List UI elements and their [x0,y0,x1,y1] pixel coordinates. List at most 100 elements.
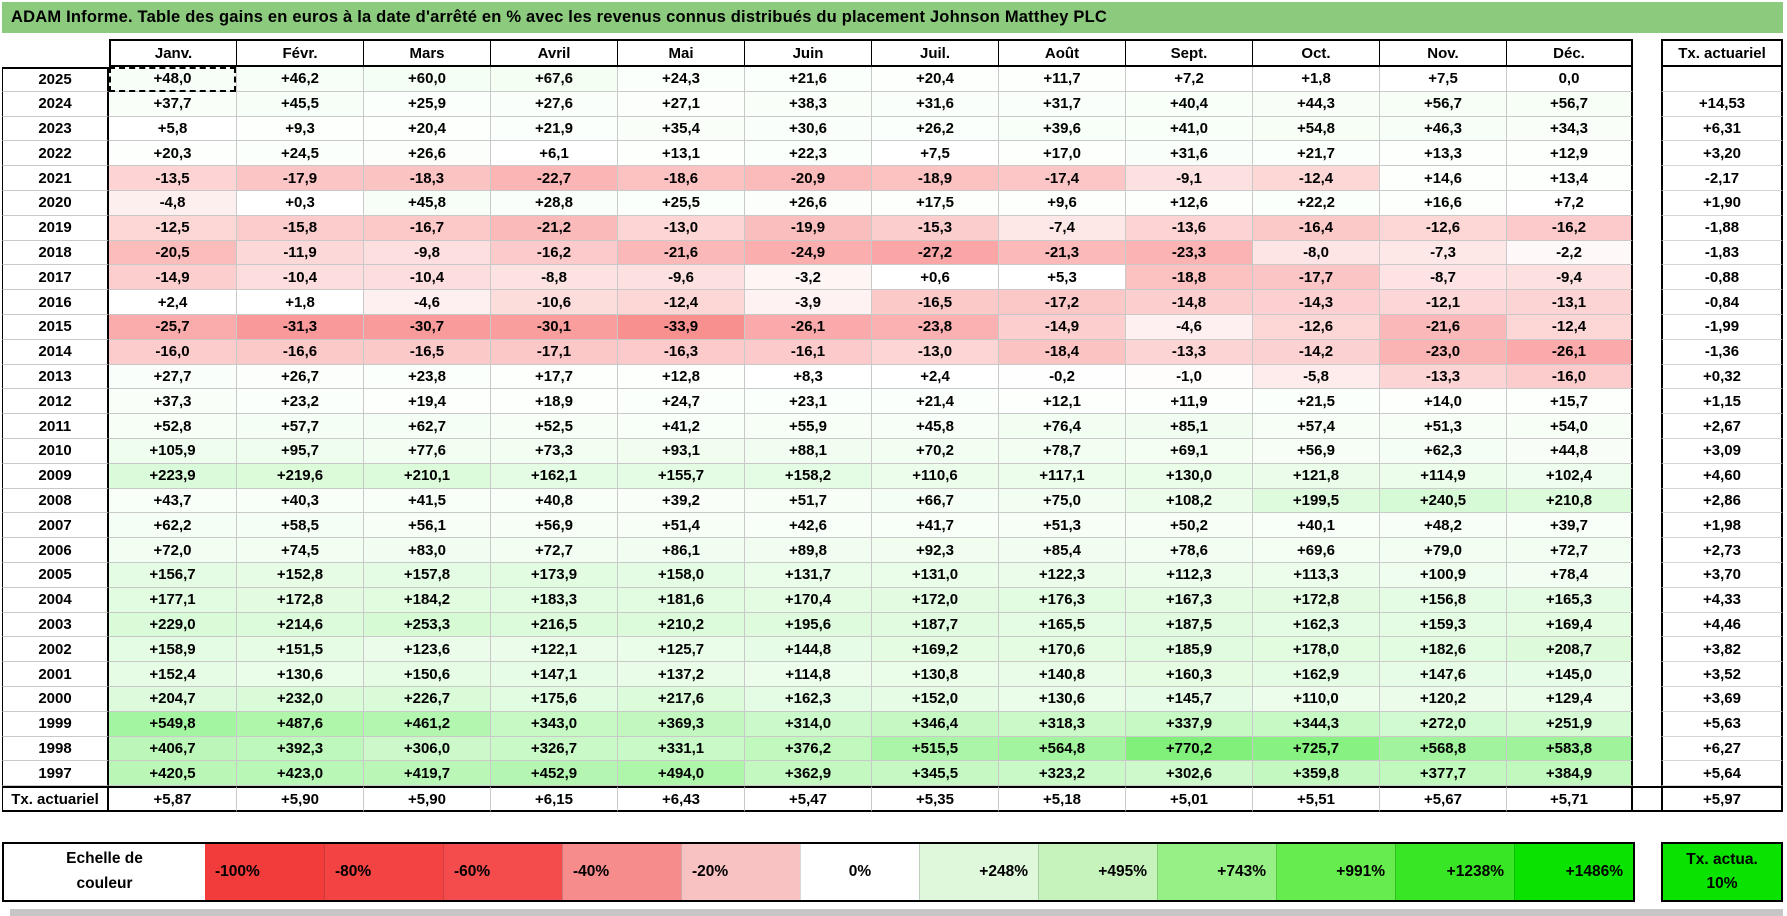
value-cell-2006-4[interactable]: +72,7 [490,538,617,563]
value-cell-2022-11[interactable]: +13,3 [1379,141,1506,167]
value-cell-2010-7[interactable]: +70,2 [871,438,998,464]
value-cell-2007-5[interactable]: +51,4 [617,513,744,539]
footer-value-5[interactable]: +6,43 [617,786,744,813]
value-cell-2011-10[interactable]: +57,4 [1252,414,1379,439]
value-cell-2016-10[interactable]: -14,3 [1252,290,1379,315]
value-cell-1997-5[interactable]: +494,0 [617,761,744,787]
value-cell-2018-1[interactable]: -20,5 [109,240,236,266]
value-cell-2014-11[interactable]: -23,0 [1379,339,1506,365]
value-cell-2001-11[interactable]: +147,6 [1379,662,1506,687]
value-cell-2002-5[interactable]: +125,7 [617,637,744,663]
value-cell-2002-3[interactable]: +123,6 [363,637,490,663]
value-cell-2015-9[interactable]: -4,6 [1125,314,1252,340]
column-header-dc[interactable]: Déc. [1506,39,1633,67]
value-cell-2022-10[interactable]: +21,7 [1252,141,1379,167]
value-cell-2024-6[interactable]: +38,3 [744,91,871,117]
value-cell-2008-12[interactable]: +210,8 [1506,488,1633,514]
value-cell-2021-7[interactable]: -18,9 [871,166,998,191]
tx-value-2015[interactable]: -1,99 [1661,314,1783,340]
value-cell-2020-1[interactable]: -4,8 [109,190,236,216]
row-header-1998[interactable]: 1998 [2,736,109,762]
value-cell-2013-12[interactable]: -16,0 [1506,364,1633,390]
value-cell-2016-2[interactable]: +1,8 [236,290,363,315]
value-cell-2021-12[interactable]: +13,4 [1506,166,1633,191]
value-cell-2024-4[interactable]: +27,6 [490,91,617,117]
value-cell-1998-8[interactable]: +564,8 [998,736,1125,762]
value-cell-2023-4[interactable]: +21,9 [490,116,617,142]
value-cell-2007-4[interactable]: +56,9 [490,513,617,539]
row-header-1997[interactable]: 1997 [2,761,109,787]
value-cell-2017-12[interactable]: -9,4 [1506,265,1633,291]
value-cell-2000-2[interactable]: +232,0 [236,686,363,712]
value-cell-2005-1[interactable]: +156,7 [109,562,236,588]
value-cell-2018-10[interactable]: -8,0 [1252,240,1379,266]
value-cell-2015-6[interactable]: -26,1 [744,314,871,340]
column-header-sept[interactable]: Sept. [1125,39,1252,67]
tx-value-2024[interactable]: +14,53 [1661,91,1783,117]
value-cell-1999-6[interactable]: +314,0 [744,711,871,737]
value-cell-2005-2[interactable]: +152,8 [236,562,363,588]
value-cell-2019-1[interactable]: -12,5 [109,215,236,241]
value-cell-2019-4[interactable]: -21,2 [490,215,617,241]
value-cell-1998-1[interactable]: +406,7 [109,736,236,762]
value-cell-2009-12[interactable]: +102,4 [1506,463,1633,489]
row-header-2011[interactable]: 2011 [2,414,109,439]
value-cell-2004-1[interactable]: +177,1 [109,587,236,613]
value-cell-2018-3[interactable]: -9,8 [363,240,490,266]
column-header-nov[interactable]: Nov. [1379,39,1506,67]
value-cell-2019-11[interactable]: -12,6 [1379,215,1506,241]
value-cell-2008-6[interactable]: +51,7 [744,488,871,514]
value-cell-1999-3[interactable]: +461,2 [363,711,490,737]
footer-value-9[interactable]: +5,01 [1125,786,1252,813]
value-cell-2000-5[interactable]: +217,6 [617,686,744,712]
tx-value-2008[interactable]: +2,86 [1661,488,1783,514]
row-header-2004[interactable]: 2004 [2,587,109,613]
value-cell-2002-2[interactable]: +151,5 [236,637,363,663]
value-cell-2025-7[interactable]: +20,4 [871,67,998,92]
value-cell-2008-7[interactable]: +66,7 [871,488,998,514]
row-header-1999[interactable]: 1999 [2,711,109,737]
value-cell-2016-3[interactable]: -4,6 [363,290,490,315]
value-cell-1999-1[interactable]: +549,8 [109,711,236,737]
value-cell-2003-10[interactable]: +162,3 [1252,612,1379,638]
tx-value-2010[interactable]: +3,09 [1661,438,1783,464]
value-cell-1998-5[interactable]: +331,1 [617,736,744,762]
value-cell-2007-11[interactable]: +48,2 [1379,513,1506,539]
value-cell-2012-8[interactable]: +12,1 [998,389,1125,415]
value-cell-2007-2[interactable]: +58,5 [236,513,363,539]
tx-value-2016[interactable]: -0,84 [1661,290,1783,315]
value-cell-2012-5[interactable]: +24,7 [617,389,744,415]
value-cell-2004-6[interactable]: +170,4 [744,587,871,613]
value-cell-2012-7[interactable]: +21,4 [871,389,998,415]
value-cell-1997-8[interactable]: +323,2 [998,761,1125,787]
value-cell-1998-11[interactable]: +568,8 [1379,736,1506,762]
value-cell-2010-2[interactable]: +95,7 [236,438,363,464]
value-cell-2016-11[interactable]: -12,1 [1379,290,1506,315]
value-cell-2001-4[interactable]: +147,1 [490,662,617,687]
value-cell-2023-10[interactable]: +54,8 [1252,116,1379,142]
value-cell-2020-8[interactable]: +9,6 [998,190,1125,216]
row-header-2001[interactable]: 2001 [2,662,109,687]
value-cell-2001-5[interactable]: +137,2 [617,662,744,687]
value-cell-2008-4[interactable]: +40,8 [490,488,617,514]
value-cell-2013-9[interactable]: -1,0 [1125,364,1252,390]
value-cell-2004-5[interactable]: +181,6 [617,587,744,613]
value-cell-1997-6[interactable]: +362,9 [744,761,871,787]
value-cell-2001-9[interactable]: +160,3 [1125,662,1252,687]
value-cell-2022-1[interactable]: +20,3 [109,141,236,167]
value-cell-1998-7[interactable]: +515,5 [871,736,998,762]
value-cell-2019-5[interactable]: -13,0 [617,215,744,241]
footer-value-7[interactable]: +5,35 [871,786,998,813]
value-cell-2022-7[interactable]: +7,5 [871,141,998,167]
value-cell-2023-7[interactable]: +26,2 [871,116,998,142]
value-cell-2020-12[interactable]: +7,2 [1506,190,1633,216]
value-cell-1997-12[interactable]: +384,9 [1506,761,1633,787]
value-cell-2005-8[interactable]: +122,3 [998,562,1125,588]
value-cell-2015-4[interactable]: -30,1 [490,314,617,340]
value-cell-2021-4[interactable]: -22,7 [490,166,617,191]
value-cell-2010-9[interactable]: +69,1 [1125,438,1252,464]
value-cell-2023-3[interactable]: +20,4 [363,116,490,142]
value-cell-2003-5[interactable]: +210,2 [617,612,744,638]
value-cell-2015-10[interactable]: -12,6 [1252,314,1379,340]
footer-value-8[interactable]: +5,18 [998,786,1125,813]
